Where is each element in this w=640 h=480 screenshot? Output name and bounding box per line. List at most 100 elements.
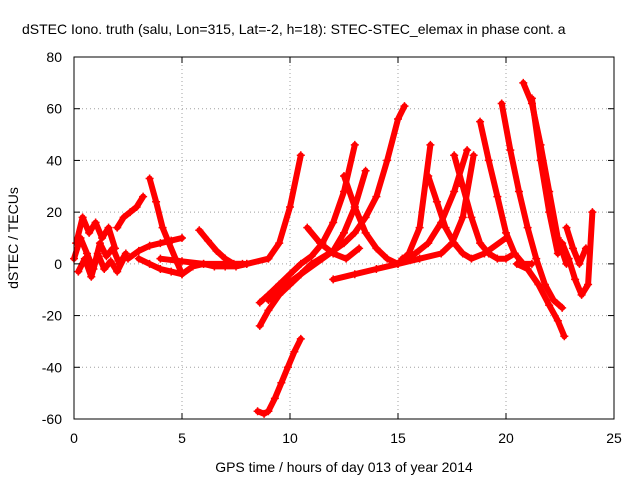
data-point-marker bbox=[350, 140, 359, 149]
y-tick-label: -20 bbox=[42, 308, 62, 324]
data-point-marker bbox=[104, 223, 113, 232]
data-point-marker bbox=[512, 259, 521, 268]
data-series bbox=[156, 151, 305, 268]
data-point-marker bbox=[527, 94, 536, 103]
data-point-marker bbox=[264, 296, 273, 305]
data-point-marker bbox=[545, 301, 554, 310]
series-line bbox=[157, 152, 304, 267]
data-point-marker bbox=[350, 270, 359, 279]
data-point-marker bbox=[156, 265, 165, 274]
data-point-marker bbox=[523, 223, 532, 232]
data-point-marker bbox=[484, 156, 493, 165]
chart-title: dSTEC Iono. truth (salu, Lon=315, Lat=-2… bbox=[22, 21, 566, 37]
data-point-marker bbox=[424, 239, 433, 248]
data-point-marker bbox=[91, 218, 100, 227]
data-point-marker bbox=[560, 332, 569, 341]
data-point-marker bbox=[361, 166, 370, 175]
data-point-marker bbox=[95, 239, 104, 248]
data-point-marker bbox=[80, 254, 89, 263]
data-point-marker bbox=[469, 151, 478, 160]
series-line bbox=[196, 227, 246, 267]
data-point-marker bbox=[450, 151, 459, 160]
data-point-marker bbox=[350, 228, 359, 237]
data-point-marker bbox=[132, 202, 141, 211]
data-point-marker bbox=[467, 213, 476, 222]
data-point-marker bbox=[303, 223, 312, 232]
data-point-marker bbox=[558, 303, 567, 312]
data-point-marker bbox=[238, 259, 247, 268]
data-point-marker bbox=[458, 249, 467, 258]
data-point-marker bbox=[510, 249, 519, 258]
data-point-marker bbox=[577, 290, 586, 299]
data-point-marker bbox=[581, 244, 590, 253]
data-point-marker bbox=[329, 249, 338, 258]
data-point-marker bbox=[514, 187, 523, 196]
data-series bbox=[562, 223, 590, 268]
data-point-marker bbox=[383, 254, 392, 263]
data-point-marker bbox=[98, 234, 107, 242]
y-tick-label: 80 bbox=[46, 49, 62, 65]
data-point-marker bbox=[156, 239, 165, 248]
data-point-marker bbox=[519, 78, 528, 87]
x-tick-label: 25 bbox=[606, 430, 622, 446]
data-point-marker bbox=[372, 192, 381, 201]
data-point-marker bbox=[558, 239, 567, 248]
data-point-marker bbox=[400, 102, 409, 111]
data-point-marker bbox=[493, 192, 502, 201]
data-point-marker bbox=[93, 249, 102, 258]
data-point-marker bbox=[329, 218, 338, 227]
data-point-marker bbox=[195, 226, 204, 235]
data-point-marker bbox=[255, 298, 264, 307]
data-point-marker bbox=[82, 249, 91, 258]
x-axis-ticks: 0 5 10 15 20 25 bbox=[70, 57, 622, 446]
data-point-marker bbox=[383, 156, 392, 165]
x-tick-label: 10 bbox=[282, 430, 298, 446]
data-point-marker bbox=[111, 244, 120, 253]
series-line bbox=[425, 172, 509, 262]
data-point-marker bbox=[394, 259, 402, 268]
data-point-marker bbox=[74, 267, 83, 276]
data-point-marker bbox=[458, 182, 467, 191]
data-series bbox=[424, 171, 510, 263]
data-point-marker bbox=[545, 208, 554, 217]
data-point-marker bbox=[100, 265, 109, 274]
data-series bbox=[195, 226, 247, 268]
data-point-marker bbox=[126, 208, 135, 217]
data-point-marker bbox=[277, 378, 286, 387]
data-point-marker bbox=[167, 267, 176, 276]
data-point-marker bbox=[394, 115, 402, 124]
data-point-marker bbox=[264, 306, 273, 315]
data-point-marker bbox=[361, 213, 370, 222]
data-point-marker bbox=[584, 280, 593, 289]
series-line bbox=[563, 224, 589, 267]
data-point-marker bbox=[296, 259, 305, 268]
data-point-marker bbox=[264, 254, 273, 263]
data-series bbox=[303, 223, 364, 263]
data-point-marker bbox=[124, 254, 132, 263]
data-point-marker bbox=[493, 254, 502, 263]
data-point-marker bbox=[102, 252, 111, 261]
y-axis-label: dSTEC / TECUs bbox=[5, 187, 21, 289]
data-point-marker bbox=[426, 140, 435, 149]
data-point-marker bbox=[575, 259, 584, 268]
y-axis-ticks: -60 -40 -20 0 20 40 60 80 bbox=[42, 49, 614, 427]
data-point-marker bbox=[221, 254, 230, 263]
data-point-marker bbox=[476, 117, 485, 126]
data-point-marker bbox=[296, 270, 305, 279]
data-point-marker bbox=[536, 156, 545, 165]
data-point-marker bbox=[372, 265, 381, 274]
data-point-marker bbox=[506, 146, 515, 155]
data-point-marker bbox=[203, 236, 212, 245]
data-point-marker bbox=[355, 244, 364, 253]
data-point-marker bbox=[307, 252, 316, 261]
data-point-marker bbox=[553, 249, 562, 258]
series-line bbox=[559, 209, 596, 298]
data-series bbox=[124, 234, 186, 263]
data-point-marker bbox=[361, 228, 370, 237]
plot-frame bbox=[73, 56, 615, 420]
data-series bbox=[527, 94, 562, 258]
data-point-marker bbox=[571, 275, 580, 284]
data-point-marker bbox=[290, 347, 299, 356]
x-tick-label: 15 bbox=[390, 430, 406, 446]
